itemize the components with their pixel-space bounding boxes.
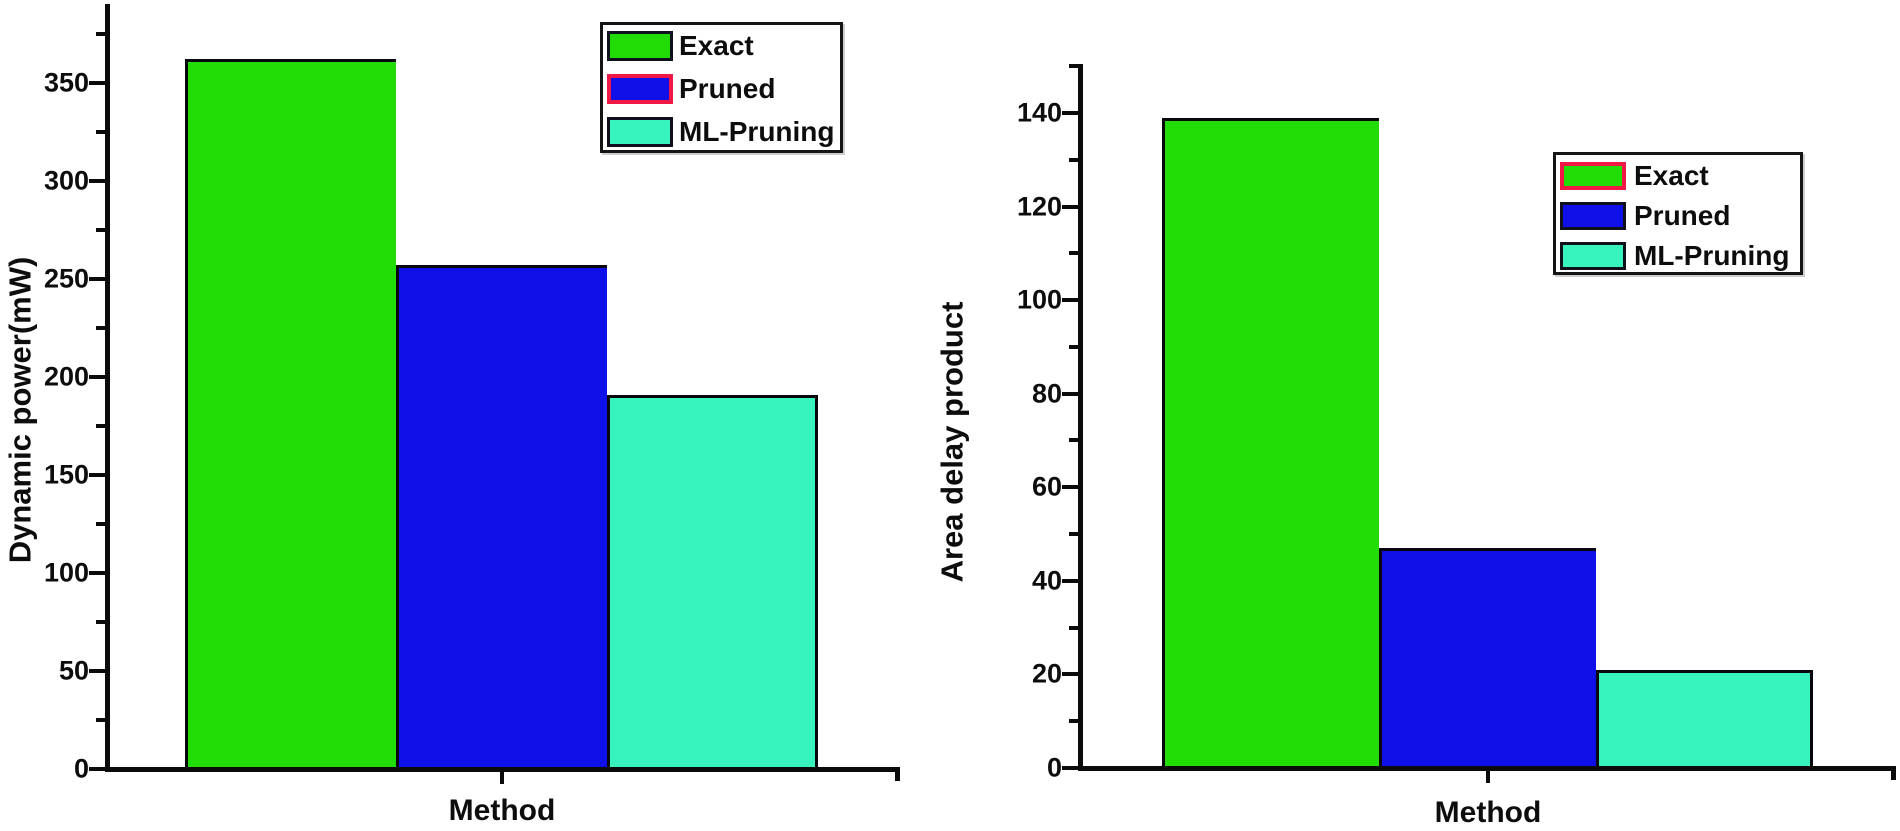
bar-exact xyxy=(185,59,396,771)
bar-exact xyxy=(1162,118,1379,770)
y-minor-tick xyxy=(96,228,105,232)
y-minor-tick xyxy=(96,522,105,526)
y-tick-label: 40 xyxy=(1031,565,1062,596)
y-tick-label: 100 xyxy=(43,557,89,588)
x-tick-method xyxy=(500,772,504,784)
bar-ml-pruning xyxy=(607,395,818,771)
y-major-tick xyxy=(89,669,105,673)
bar-pruned xyxy=(396,265,607,771)
y-minor-tick xyxy=(1069,345,1078,349)
y-minor-tick xyxy=(96,718,105,722)
y-minor-tick xyxy=(1069,532,1078,536)
y-minor-tick xyxy=(96,326,105,330)
legend-swatch-pruned xyxy=(1560,202,1626,230)
legend-label-exact: Exact xyxy=(1634,160,1709,191)
y-tick-label: 120 xyxy=(1016,191,1062,222)
y-major-tick xyxy=(1062,579,1078,583)
x-axis-title-left: Method xyxy=(448,794,556,827)
y-tick-label: 150 xyxy=(43,459,89,490)
y-tick-label: 20 xyxy=(1031,658,1062,689)
legend-label-ml-pruning: ML-Pruning xyxy=(679,116,835,147)
legend-swatch-ml-pruning xyxy=(1560,242,1626,270)
legend-swatch-exact xyxy=(607,31,673,61)
y-major-tick xyxy=(1062,205,1078,209)
x-tick-method xyxy=(1486,771,1490,783)
y-major-tick xyxy=(89,277,105,281)
y-tick-label: 80 xyxy=(1031,378,1062,409)
y-minor-tick xyxy=(96,620,105,624)
y-major-tick xyxy=(89,571,105,575)
y-tick-label: 0 xyxy=(1046,752,1062,783)
legend-label-pruned: Pruned xyxy=(1634,200,1731,231)
y-minor-tick xyxy=(1069,438,1078,442)
legend-swatch-exact xyxy=(1560,162,1626,190)
x-axis-end-tick xyxy=(1891,766,1896,780)
y-minor-tick xyxy=(1069,251,1078,255)
y-major-tick xyxy=(1062,111,1078,115)
y-minor-tick xyxy=(96,130,105,134)
legend-label-pruned: Pruned xyxy=(679,73,776,104)
y-tick-label: 250 xyxy=(43,263,89,294)
y-tick-label: 0 xyxy=(73,753,89,784)
y-tick-label: 350 xyxy=(43,67,89,98)
y-tick-label: 50 xyxy=(58,655,89,686)
y-minor-tick xyxy=(96,32,105,36)
y-tick-label: 300 xyxy=(43,165,89,196)
y-axis-title-dynamic-power: Dynamic power(mW) xyxy=(2,256,38,564)
y-tick-label: 140 xyxy=(1016,97,1062,128)
bar-ml-pruning xyxy=(1596,670,1813,770)
y-minor-tick xyxy=(1069,158,1078,162)
y-major-tick xyxy=(89,473,105,477)
y-major-tick xyxy=(89,375,105,379)
y-minor-tick xyxy=(1069,719,1078,723)
y-axis-right xyxy=(1078,64,1083,771)
y-tick-label: 60 xyxy=(1031,471,1062,502)
y-tick-label: 200 xyxy=(43,361,89,392)
y-major-tick xyxy=(1062,392,1078,396)
legend-swatch-pruned xyxy=(607,74,673,104)
legend-swatch-ml-pruning xyxy=(607,117,673,147)
y-minor-tick xyxy=(96,424,105,428)
y-major-tick xyxy=(1062,485,1078,489)
y-major-tick xyxy=(89,179,105,183)
y-minor-tick xyxy=(1069,64,1078,68)
x-axis-title-right: Method xyxy=(1434,796,1542,829)
bar-pruned xyxy=(1379,548,1596,770)
y-axis-title-area-delay-product: Area delay product xyxy=(934,301,970,583)
x-axis-end-tick xyxy=(895,767,900,781)
y-tick-label: 100 xyxy=(1016,284,1062,315)
x-axis-right xyxy=(1078,766,1896,771)
legend-label-exact: Exact xyxy=(679,30,754,61)
y-axis-left xyxy=(105,4,110,772)
y-major-tick xyxy=(1062,672,1078,676)
y-major-tick xyxy=(1062,766,1078,770)
y-major-tick xyxy=(89,81,105,85)
x-axis-left xyxy=(105,767,900,772)
y-major-tick xyxy=(1062,298,1078,302)
y-major-tick xyxy=(89,767,105,771)
legend-label-ml-pruning: ML-Pruning xyxy=(1634,240,1790,271)
y-minor-tick xyxy=(1069,626,1078,630)
